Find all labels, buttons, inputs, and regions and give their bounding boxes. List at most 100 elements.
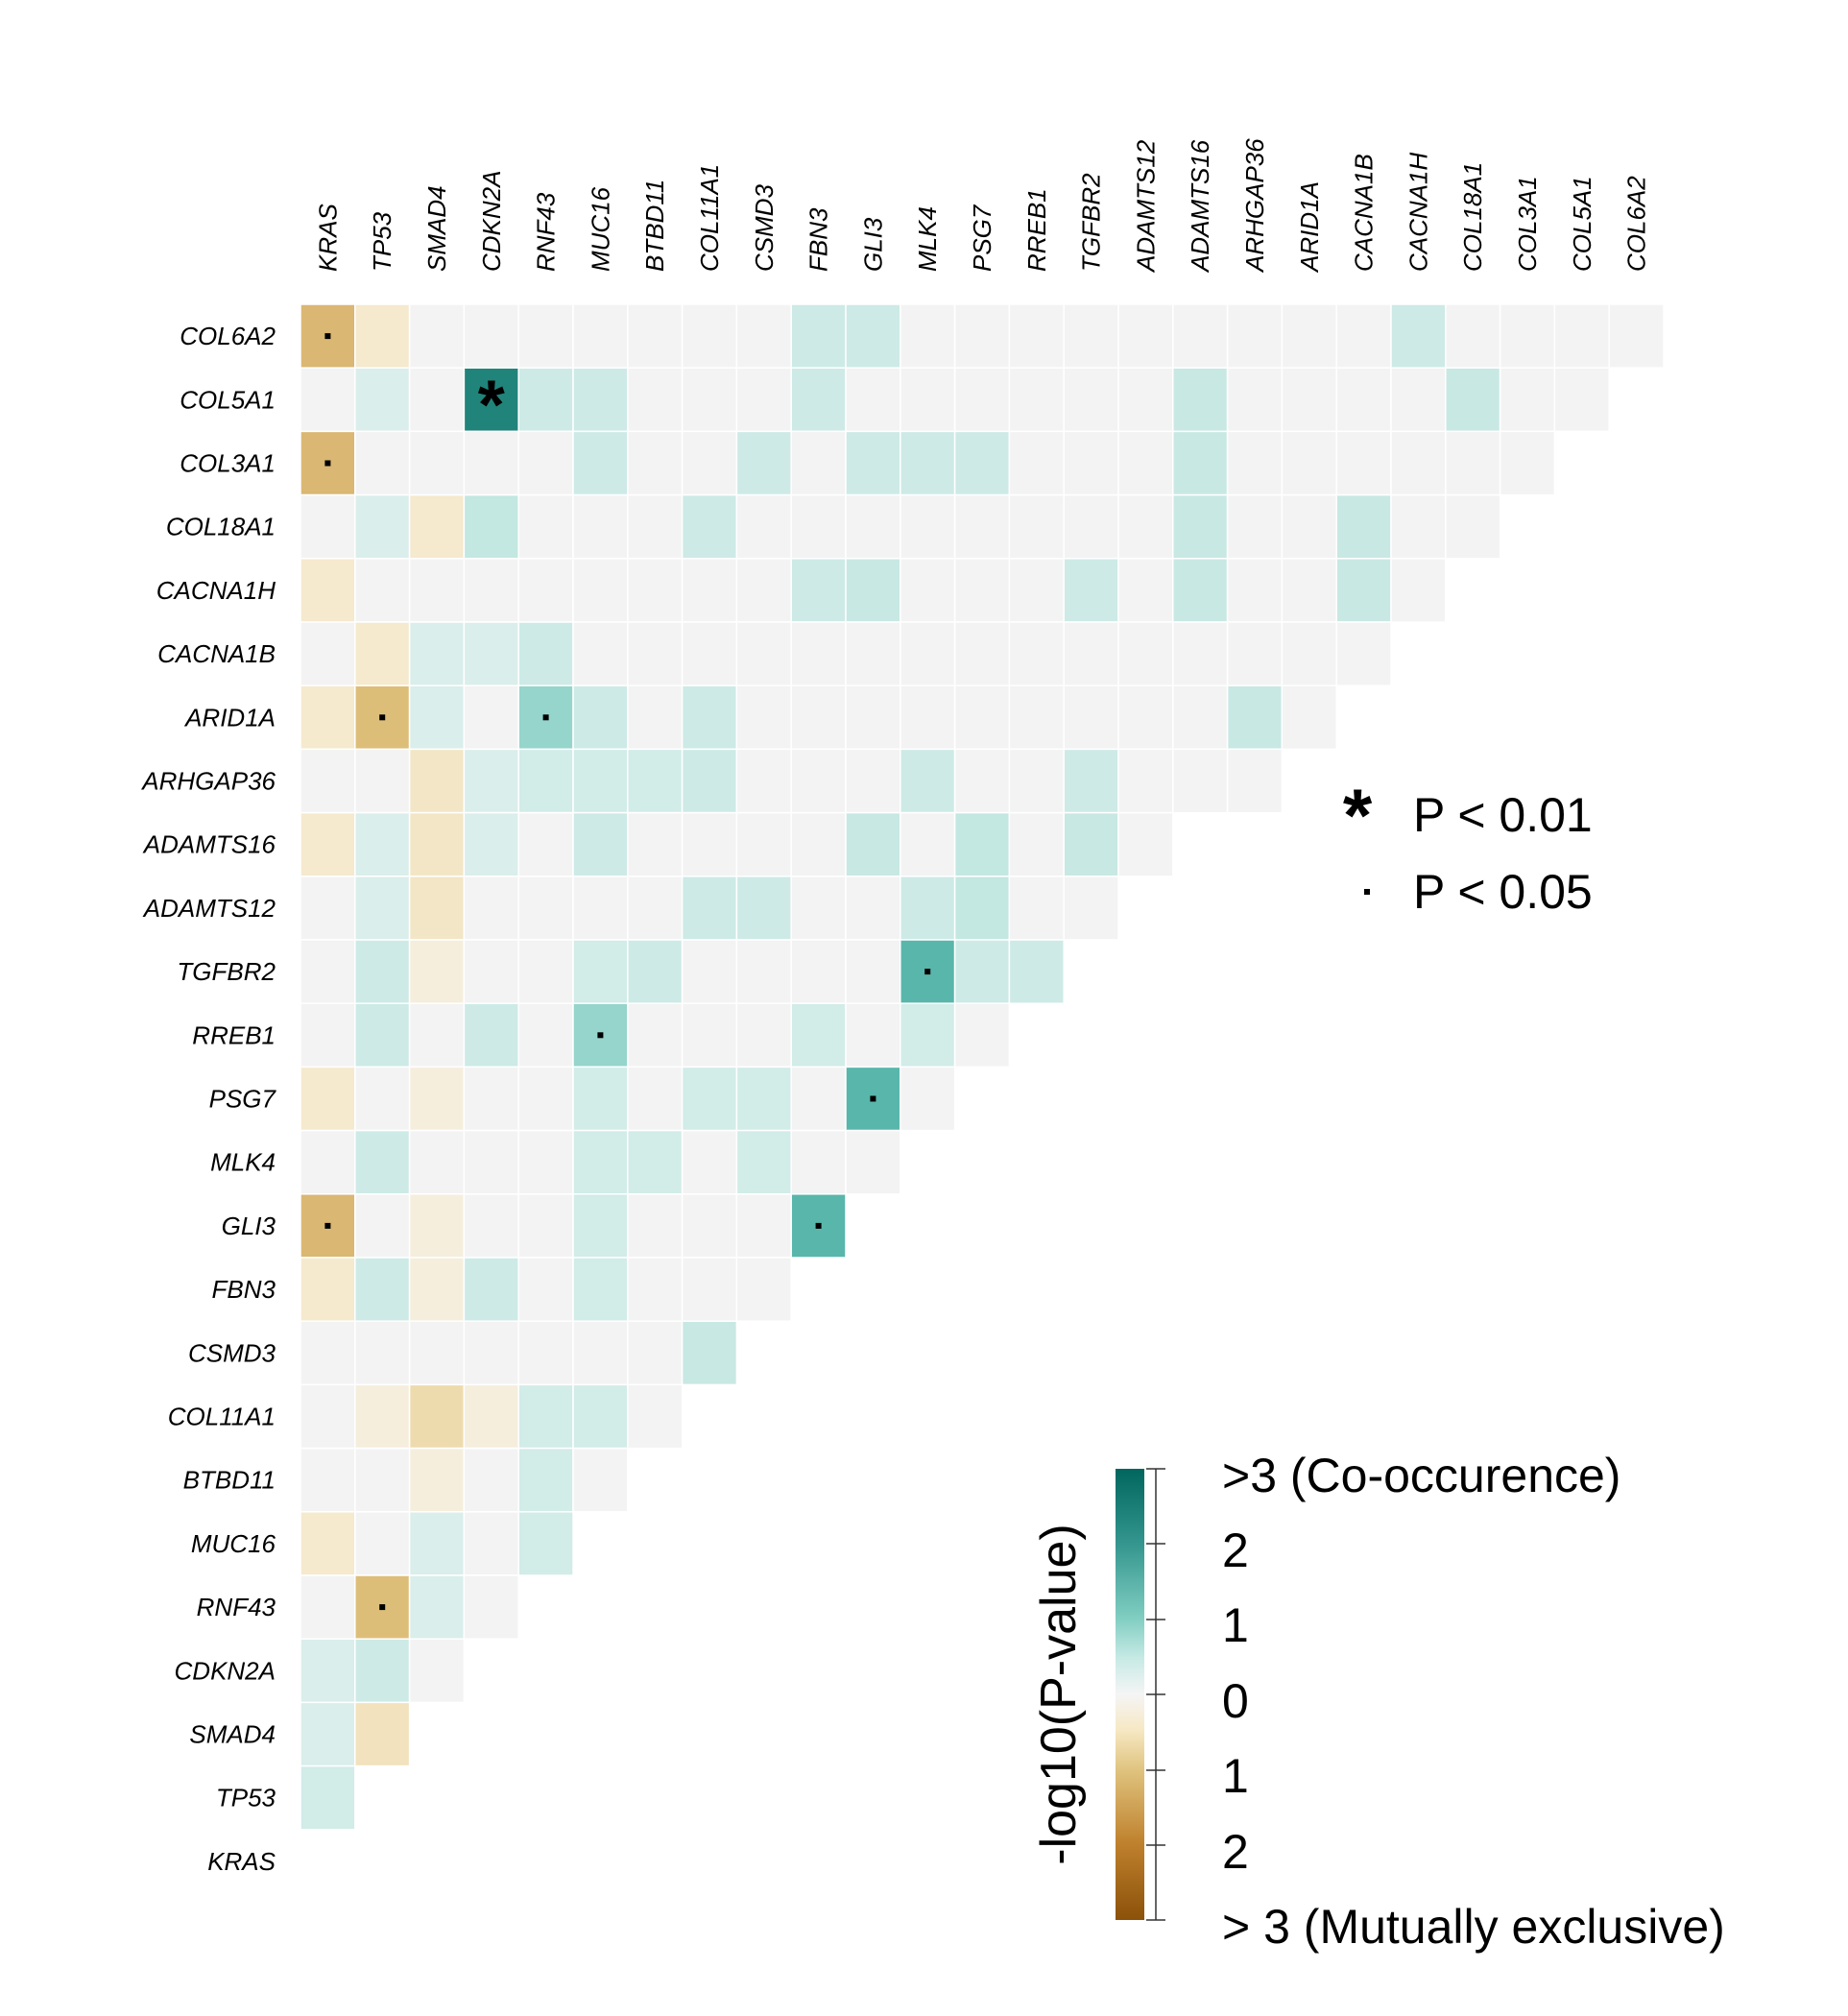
heatmap-cell [627,1383,684,1450]
heatmap-cell [354,811,411,877]
heatmap-cell [735,1066,792,1132]
significance-dot-mark [542,714,549,721]
heatmap-cell [463,1383,519,1450]
heatmap-cell [681,621,738,686]
column-gene-label: TP53 [368,211,396,272]
row-gene-label: CDKN2A [175,1656,276,1685]
heatmap-cell [354,1002,411,1068]
heatmap-cell [681,303,738,369]
heatmap-cell [463,748,519,814]
heatmap-cell [790,558,847,623]
heatmap-cell [572,1066,629,1132]
column-gene-label: COL6A2 [1622,176,1651,272]
heatmap-cell [463,558,519,623]
heatmap-cell [1226,430,1284,496]
row-gene-label: MUC16 [191,1529,276,1558]
heatmap-cell [517,1447,574,1513]
heatmap-cell [735,811,792,877]
heatmap-cell [1117,748,1174,814]
heatmap-cell [300,1066,356,1132]
colorbar-gradient [1116,1469,1144,1920]
heatmap-cell [354,1320,411,1386]
heatmap-cell [953,811,1011,877]
heatmap-cell [681,1320,738,1386]
heatmap-cell [300,876,356,941]
heatmap-cell [463,493,519,560]
heatmap-cell [1063,558,1119,623]
column-gene-label: MLK4 [913,206,942,272]
heatmap-cell [517,876,574,941]
heatmap-cell [845,748,901,814]
heatmap-cell [1281,684,1337,751]
heatmap-cell [1008,876,1065,941]
heatmap-cell [408,1638,466,1704]
heatmap-cell [463,684,519,751]
heatmap-cell [627,1002,684,1068]
heatmap-cell [681,1066,738,1132]
heatmap-cell [1172,621,1229,686]
heatmap-cell [1445,430,1501,496]
heatmap-cell [1008,939,1065,1004]
column-gene-label: COL3A1 [1513,176,1542,272]
column-gene-label: CDKN2A [477,171,506,272]
heatmap-cell [1008,367,1065,433]
column-gene-label: RREB1 [1022,188,1051,272]
heatmap-cell [300,1574,356,1640]
heatmap-cell [572,939,629,1004]
colorbar-label-pos2: 2 [1222,1524,1249,1577]
heatmap-cell [1117,367,1174,433]
column-gene-label: CSMD3 [750,183,779,272]
heatmap-cell [463,1066,519,1132]
heatmap-cell [1553,303,1610,369]
heatmap-cell [354,1638,411,1704]
heatmap-cell [900,811,956,877]
heatmap-cell [1063,367,1119,433]
heatmap-cell [408,1574,466,1640]
heatmap-cell [735,1193,792,1259]
heatmap-cell [300,748,356,814]
heatmap-cell [572,684,629,751]
heatmap-cell [1335,367,1392,433]
heatmap-cell [1226,621,1284,686]
heatmap-cell [735,1129,792,1195]
heatmap-cell [1281,430,1337,496]
heatmap-cell [681,684,738,751]
heatmap-cell [845,811,901,877]
column-gene-label: ARID1A [1295,181,1324,274]
heatmap-cell [354,876,411,941]
column-gene-label: CACNA1H [1404,153,1432,272]
legend-star-symbol: * [1343,773,1373,857]
row-gene-label: COL18A1 [166,513,276,541]
heatmap-cell [517,367,574,433]
heatmap-cell [1117,621,1174,686]
heatmap-cell [1445,367,1501,433]
heatmap-cell [1172,558,1229,623]
row-gene-label: TGFBR2 [177,957,276,986]
heatmap-cell [627,493,684,560]
heatmap-cell [517,621,574,686]
heatmap-cell [1172,303,1229,369]
row-gene-label: CSMD3 [188,1338,276,1367]
heatmap-cell [790,876,847,941]
heatmap-cell [408,430,466,496]
heatmap-cell [900,558,956,623]
heatmap-cell [408,1129,466,1195]
heatmap-cell [408,1257,466,1322]
heatmap-cell [408,1447,466,1513]
heatmap-cell [1117,303,1174,369]
colorbar-title: -log10(P-value) [1031,1524,1087,1865]
heatmap-cell [845,621,901,686]
heatmap-cell [790,430,847,496]
heatmap-cell [1117,684,1174,751]
heatmap-cell [1226,367,1284,433]
heatmap-cell [517,1193,574,1259]
colorbar-label-neg1: 1 [1222,1749,1249,1803]
heatmap-cell [354,1511,411,1576]
heatmap-cell [463,876,519,941]
column-gene-labels: KRAS TP53 SMAD4 CDKN2A RNF43 MUC16 BTBD11 COL11… [313,138,1650,274]
heatmap-cell [1008,684,1065,751]
heatmap-cell [354,1447,411,1513]
heatmap-cell [572,303,629,369]
heatmap-cell [627,1193,684,1259]
